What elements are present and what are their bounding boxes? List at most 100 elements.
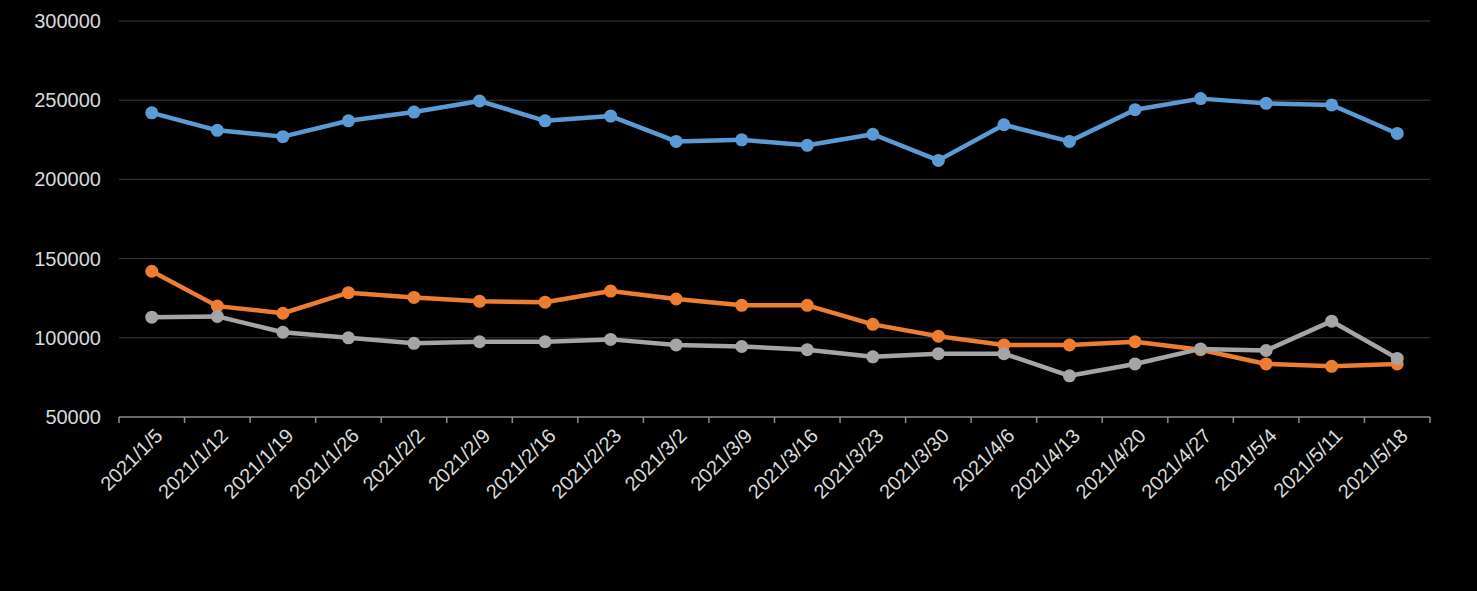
x-tick-mark <box>184 417 186 423</box>
x-tick-label: 2021/2/23 <box>547 424 625 502</box>
x-tick-mark <box>1364 417 1366 423</box>
x-tick-mark <box>839 417 841 423</box>
x-tick-mark <box>1429 417 1431 423</box>
series-marker <box>407 106 420 119</box>
x-tick-mark <box>1167 417 1169 423</box>
series-marker <box>932 154 945 167</box>
series-marker <box>342 286 355 299</box>
series-marker <box>342 114 355 127</box>
series-marker <box>407 291 420 304</box>
series-marker <box>604 110 617 123</box>
grid-line <box>119 21 1430 22</box>
series-marker <box>145 311 158 324</box>
x-tick-mark <box>708 417 710 423</box>
x-tick-mark <box>1233 417 1235 423</box>
series-marker <box>801 343 814 356</box>
series-marker <box>1260 97 1273 110</box>
series-marker <box>1325 315 1338 328</box>
y-tick-label: 300000 <box>34 10 101 32</box>
series-marker <box>342 331 355 344</box>
series-line <box>152 99 1397 161</box>
series-marker <box>932 347 945 360</box>
y-tick-label: 50000 <box>45 406 101 428</box>
series-marker <box>604 285 617 298</box>
x-tick-label: 2021/3/16 <box>744 424 822 502</box>
series-marker <box>276 130 289 143</box>
series-marker <box>1194 92 1207 105</box>
series-marker <box>1129 357 1142 370</box>
series-marker <box>145 265 158 278</box>
x-tick-mark <box>446 417 448 423</box>
series-marker <box>211 124 224 137</box>
series-marker <box>1260 357 1273 370</box>
series-marker <box>1194 343 1207 356</box>
series-marker <box>866 128 879 141</box>
x-tick-label: 2021/5/18 <box>1334 424 1412 502</box>
series-marker <box>539 114 552 127</box>
series-marker <box>1391 127 1404 140</box>
y-tick-label: 100000 <box>34 327 101 349</box>
grid-line <box>119 179 1430 180</box>
series-marker <box>670 135 683 148</box>
x-tick-mark <box>643 417 645 423</box>
series-marker <box>1325 98 1338 111</box>
x-tick-mark <box>577 417 579 423</box>
series-marker <box>276 307 289 320</box>
x-tick-label: 2021/3/30 <box>875 424 953 502</box>
x-tick-mark <box>774 417 776 423</box>
x-tick-label: 2021/4/20 <box>1071 424 1149 502</box>
series-marker <box>801 299 814 312</box>
series-marker <box>473 295 486 308</box>
x-tick-label: 2021/3/23 <box>809 424 887 502</box>
series-marker <box>866 318 879 331</box>
series-marker <box>801 139 814 152</box>
y-tick-label: 200000 <box>34 168 101 190</box>
x-tick-mark <box>1298 417 1300 423</box>
x-tick-mark <box>315 417 317 423</box>
series-marker <box>1325 360 1338 373</box>
series-marker <box>1063 135 1076 148</box>
series-marker <box>276 326 289 339</box>
series-line <box>152 316 1397 375</box>
series-marker <box>473 335 486 348</box>
series-line <box>152 271 1397 366</box>
x-tick-label: 2021/5/11 <box>1269 424 1346 501</box>
series-marker <box>1129 335 1142 348</box>
x-tick-label: 2021/1/19 <box>219 424 297 502</box>
x-tick-mark <box>512 417 514 423</box>
x-tick-label: 2021/2/2 <box>358 424 429 495</box>
series-marker <box>997 118 1010 131</box>
series-marker <box>1063 338 1076 351</box>
grid-line <box>119 337 1430 338</box>
series-marker <box>145 106 158 119</box>
x-tick-mark <box>970 417 972 423</box>
x-tick-mark <box>1102 417 1104 423</box>
x-tick-label: 2021/1/26 <box>285 424 363 502</box>
plot-area <box>145 92 1403 382</box>
background <box>0 0 1477 591</box>
series-marker <box>604 333 617 346</box>
x-tick-mark <box>118 417 120 423</box>
series-marker <box>473 94 486 107</box>
series-marker <box>670 338 683 351</box>
x-tick-label: 2021/2/16 <box>481 424 559 502</box>
series-marker <box>997 347 1010 360</box>
series-marker <box>1194 342 1207 355</box>
x-tick-mark <box>905 417 907 423</box>
series-marker <box>735 340 748 353</box>
series-marker <box>866 350 879 363</box>
series-marker <box>211 310 224 323</box>
series-marker <box>932 330 945 343</box>
y-tick-label: 150000 <box>34 248 101 270</box>
x-tick-mark <box>249 417 251 423</box>
series-marker <box>735 133 748 146</box>
grid-line <box>119 258 1430 259</box>
series-marker <box>735 299 748 312</box>
series-marker <box>1129 103 1142 116</box>
series-marker <box>1391 352 1404 365</box>
x-tick-mark <box>1036 417 1038 423</box>
x-tick-label: 2021/4/13 <box>1006 424 1084 502</box>
y-tick-label: 250000 <box>34 89 101 111</box>
series-marker <box>539 296 552 309</box>
x-tick-label: 2021/3/2 <box>620 424 691 495</box>
